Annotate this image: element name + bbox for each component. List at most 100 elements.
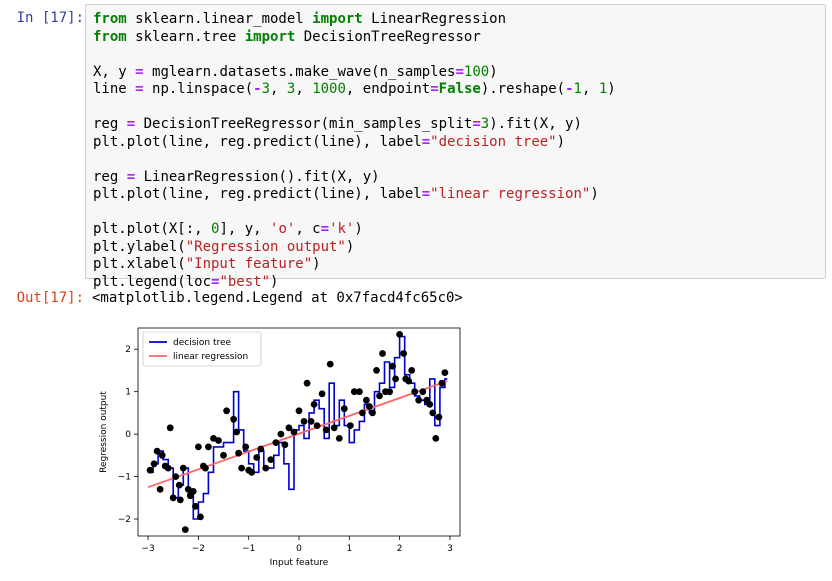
code-token: X, y	[93, 63, 136, 80]
code-line: X, y = mglearn.datasets.make_wave(n_samp…	[93, 64, 616, 82]
code-token: plt.plot(X[:,	[93, 221, 212, 237]
code-token: line	[93, 81, 136, 97]
code-line: reg = DecisionTreeRegressor(min_samples_…	[93, 116, 616, 134]
data-point	[400, 350, 407, 357]
data-point	[363, 396, 370, 404]
data-point	[303, 379, 311, 387]
code-token: plt.xlabel(	[93, 256, 186, 272]
data-point	[350, 388, 358, 396]
y-tick-label: −1	[118, 473, 131, 483]
code-token: plt.ylabel(	[93, 238, 186, 255]
code-token: =	[472, 116, 481, 132]
code-token: sklearn.linear_model	[126, 11, 313, 27]
data-point	[373, 367, 380, 374]
data-point	[238, 464, 246, 472]
data-point	[396, 331, 403, 338]
code-token: , endpoint	[345, 81, 431, 97]
code-editor[interactable]: from sklearn.linear_model import LinearR…	[93, 11, 616, 291]
data-point	[176, 496, 184, 504]
code-token: 1	[573, 81, 582, 97]
data-point	[195, 443, 202, 451]
code-token: -	[253, 81, 262, 97]
data-point	[156, 485, 164, 493]
data-point	[164, 464, 172, 472]
legend-label: linear regression	[173, 352, 248, 362]
code-token: ], y,	[219, 221, 271, 237]
code-token: mglearn.datasets.make_wave(n_samples	[143, 63, 456, 80]
data-point	[389, 362, 396, 370]
data-point	[267, 456, 275, 463]
data-point	[215, 437, 222, 444]
code-token: =	[320, 221, 330, 237]
code-token: LinearRegression().fit(X, y)	[135, 168, 380, 185]
data-point	[359, 409, 366, 417]
code-line	[93, 99, 616, 117]
data-point	[300, 418, 308, 425]
data-point	[153, 447, 161, 455]
data-point	[313, 422, 321, 429]
code-token: )	[590, 186, 599, 202]
data-point	[369, 409, 376, 417]
code-token: ).fit(X, y)	[489, 116, 582, 132]
code-token: =	[135, 63, 144, 80]
linear-regression-line	[147, 380, 448, 489]
data-point	[166, 424, 174, 432]
code-cell-input[interactable]: from sklearn.linear_model import LinearR…	[85, 4, 826, 290]
code-token: np.linspace(	[143, 81, 254, 97]
data-point	[262, 464, 270, 472]
code-token: )	[312, 256, 321, 272]
data-point	[432, 435, 440, 442]
code-token: 3	[480, 116, 490, 132]
x-tick-label: 1	[346, 544, 352, 554]
code-token: 3	[261, 81, 271, 97]
code-token: =	[211, 273, 220, 290]
data-point	[376, 392, 383, 400]
y-tick-label: 1	[125, 388, 131, 398]
data-point	[330, 424, 338, 432]
data-point	[386, 388, 393, 396]
data-point	[426, 401, 434, 408]
data-point	[150, 460, 158, 468]
output-prompt: Out[17]:	[16, 290, 84, 306]
code-token: 'k'	[329, 221, 355, 237]
code-token: "Input feature"	[185, 256, 313, 272]
code-token: ,	[581, 81, 599, 97]
data-point	[322, 426, 330, 434]
code-line: from sklearn.linear_model import LinearR…	[93, 11, 616, 29]
code-token: from	[93, 28, 127, 45]
code-token: )	[607, 81, 616, 97]
data-point	[379, 350, 386, 357]
code-token: plt.plot(line, reg.predict(line), label	[93, 186, 422, 202]
data-point	[435, 413, 443, 421]
code-token: =	[126, 168, 136, 185]
code-line: plt.plot(X[:, 0], y, 'o', c='k')	[93, 221, 616, 239]
data-point	[405, 377, 413, 385]
code-token: =	[421, 186, 431, 202]
data-point	[179, 464, 187, 472]
data-point	[235, 449, 243, 457]
code-token: )	[354, 221, 363, 237]
code-token: plt.legend(loc	[93, 273, 212, 290]
code-token: import	[312, 11, 363, 27]
data-point	[230, 415, 238, 423]
code-token: =	[421, 133, 431, 150]
code-token: =	[135, 81, 144, 97]
code-token: 3	[286, 81, 296, 97]
code-token: =	[455, 63, 464, 80]
x-tick-label: 0	[296, 544, 302, 554]
data-point	[290, 428, 298, 436]
data-point	[158, 451, 166, 459]
data-point	[277, 430, 285, 438]
code-token: ).reshape(	[480, 81, 566, 97]
code-token: import	[244, 28, 296, 45]
data-point	[429, 409, 437, 417]
code-token: )	[489, 63, 498, 80]
x-tick-label: −3	[141, 544, 154, 554]
data-point	[253, 454, 261, 461]
code-line: line = np.linspace(-3, 3, 1000, endpoint…	[93, 81, 616, 99]
code-line: plt.xlabel("Input feature")	[93, 256, 616, 274]
code-token: sklearn.tree	[126, 28, 245, 45]
code-token: "best"	[219, 273, 271, 290]
data-point	[411, 388, 419, 396]
code-line: plt.ylabel("Regression output")	[93, 239, 616, 257]
